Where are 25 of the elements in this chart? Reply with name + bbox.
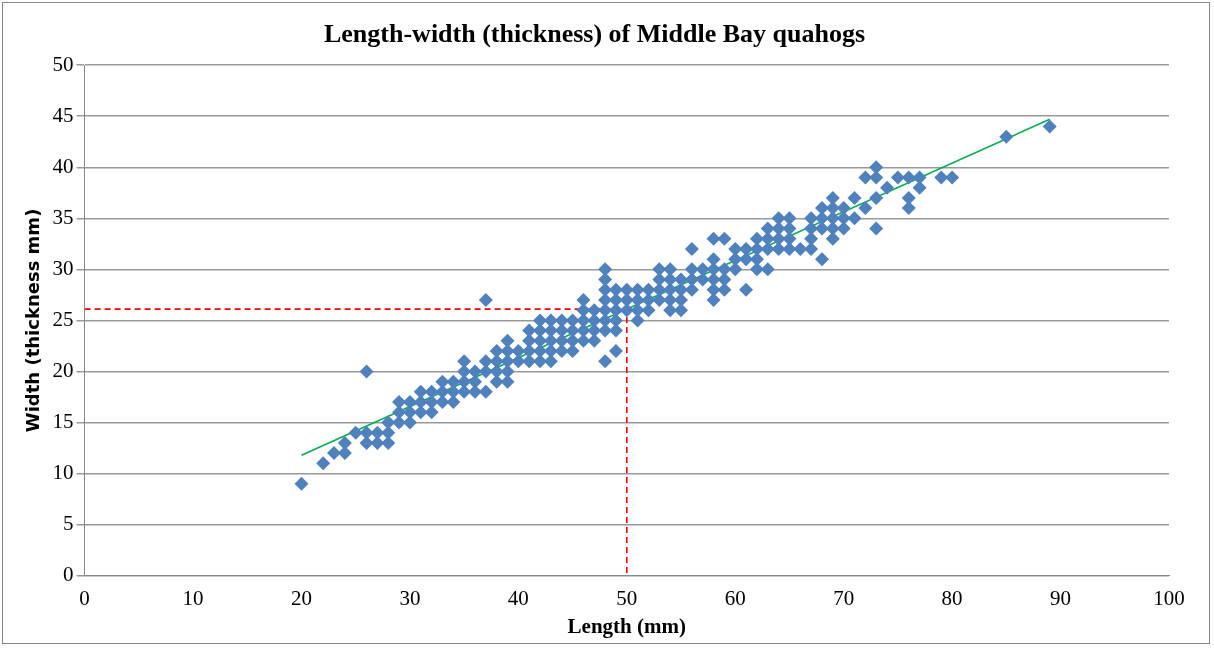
x-axis-title: Length (mm) — [567, 613, 687, 638]
x-tick-label: 60 — [724, 585, 746, 610]
y-tick-label: 35 — [52, 204, 74, 229]
y-tick-label: 0 — [63, 562, 74, 587]
x-tick-label: 30 — [399, 585, 421, 610]
y-tick-label: 30 — [52, 255, 74, 280]
x-tick-label: 0 — [79, 585, 90, 610]
x-tick-label: 70 — [833, 585, 855, 610]
x-tick-label: 100 — [1153, 585, 1185, 610]
y-tick-label: 15 — [52, 409, 74, 433]
y-axis-title: Width (thickness mm) — [22, 208, 44, 433]
chart-title: Length-width (thickness) of Middle Bay quahogs — [323, 19, 866, 49]
x-tick-label: 50 — [616, 585, 638, 610]
x-tick-label: 20 — [290, 585, 312, 610]
y-tick-label: 10 — [52, 460, 74, 485]
y-tick-label: 20 — [52, 357, 74, 382]
x-tick-label: 90 — [1050, 585, 1072, 610]
y-tick-label: 40 — [52, 153, 74, 178]
x-tick-label: 80 — [941, 585, 963, 610]
x-tick-label: 40 — [507, 585, 529, 610]
y-tick-label: 5 — [63, 511, 74, 536]
x-tick-label: 10 — [182, 585, 204, 610]
y-tick-label: 50 — [52, 51, 74, 76]
y-tick-label: 45 — [52, 102, 74, 127]
y-tick-label: 25 — [52, 306, 74, 331]
